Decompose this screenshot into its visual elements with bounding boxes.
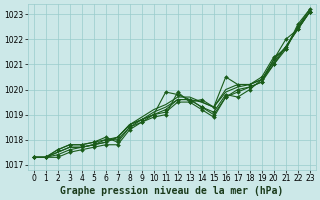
X-axis label: Graphe pression niveau de la mer (hPa): Graphe pression niveau de la mer (hPa) <box>60 186 283 196</box>
